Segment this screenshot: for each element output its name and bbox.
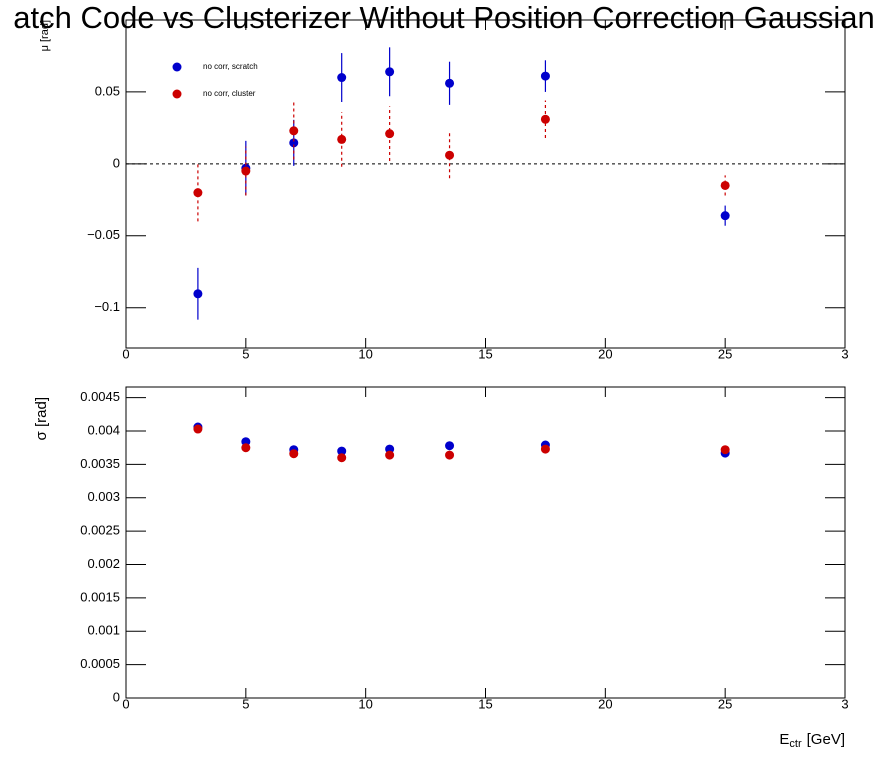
x-tick-label: 10 [358, 696, 372, 711]
y-axis-label: σ [rad] [33, 397, 50, 440]
y-tick-label: 0.0045 [80, 389, 120, 404]
data-point [289, 126, 299, 136]
legend-label: no corr, cluster [203, 89, 256, 98]
y-tick-label: 0.0015 [80, 589, 120, 604]
data-point [385, 129, 395, 139]
x-tick-label: 15 [478, 696, 492, 711]
y-tick-label: 0 [113, 689, 120, 704]
x-tick-label: 10 [358, 346, 372, 361]
y-tick-label: −0.1 [94, 299, 120, 314]
y-axis-label: μ [rad] [39, 20, 51, 51]
data-point [337, 73, 347, 83]
data-point [337, 446, 347, 456]
x-tick-label: 15 [478, 346, 492, 361]
data-point [193, 289, 203, 299]
data-point [540, 114, 550, 124]
x-tick-label: 25 [718, 346, 732, 361]
data-point [289, 449, 299, 459]
x-tick-label: 3 [841, 696, 848, 711]
data-point [445, 450, 455, 460]
y-tick-label: 0.0025 [80, 523, 120, 538]
data-point [720, 211, 730, 221]
x-tick-label: 20 [598, 696, 612, 711]
x-tick-label: 0 [122, 696, 129, 711]
data-point [193, 424, 203, 434]
x-tick-label: 5 [242, 346, 249, 361]
data-point [241, 443, 251, 453]
data-point [385, 67, 395, 77]
legend-marker [172, 89, 182, 99]
data-point [720, 180, 730, 190]
x-axis-label-main: E [779, 731, 789, 748]
y-tick-label: 0.002 [87, 556, 120, 571]
y-tick-label: −0.05 [87, 227, 120, 242]
data-point [445, 441, 455, 451]
x-axis-label-unit: [GeV] [807, 731, 845, 748]
data-point [720, 445, 730, 455]
legend-label: no corr, scratch [203, 62, 258, 71]
data-point [540, 71, 550, 81]
legend-marker [172, 62, 182, 72]
data-point [241, 166, 251, 176]
x-tick-label: 5 [242, 696, 249, 711]
data-point [193, 188, 203, 198]
x-tick-label: 3 [841, 346, 848, 361]
data-point [445, 150, 455, 160]
x-tick-label: 20 [598, 346, 612, 361]
data-point [540, 444, 550, 454]
data-point [385, 450, 395, 460]
y-tick-label: 0.05 [95, 83, 120, 98]
x-tick-label: 25 [718, 696, 732, 711]
x-axis-label-subscript: ctr [789, 738, 802, 750]
y-tick-label: 0 [113, 155, 120, 170]
y-tick-label: 0.004 [87, 422, 120, 437]
y-tick-label: 0.0035 [80, 456, 120, 471]
y-tick-label: 0.003 [87, 489, 120, 504]
y-tick-label: 0.0005 [80, 656, 120, 671]
plot-frame [125, 386, 846, 699]
chart-title: atch Code vs Clusterizer Without Positio… [13, 0, 874, 35]
y-tick-label: 0.001 [87, 623, 120, 638]
x-axis-label: Ectr [GeV] [779, 731, 845, 750]
data-point [337, 453, 347, 463]
data-point [337, 134, 347, 144]
data-point [289, 138, 299, 148]
x-tick-label: 0 [122, 346, 129, 361]
data-point [445, 78, 455, 88]
